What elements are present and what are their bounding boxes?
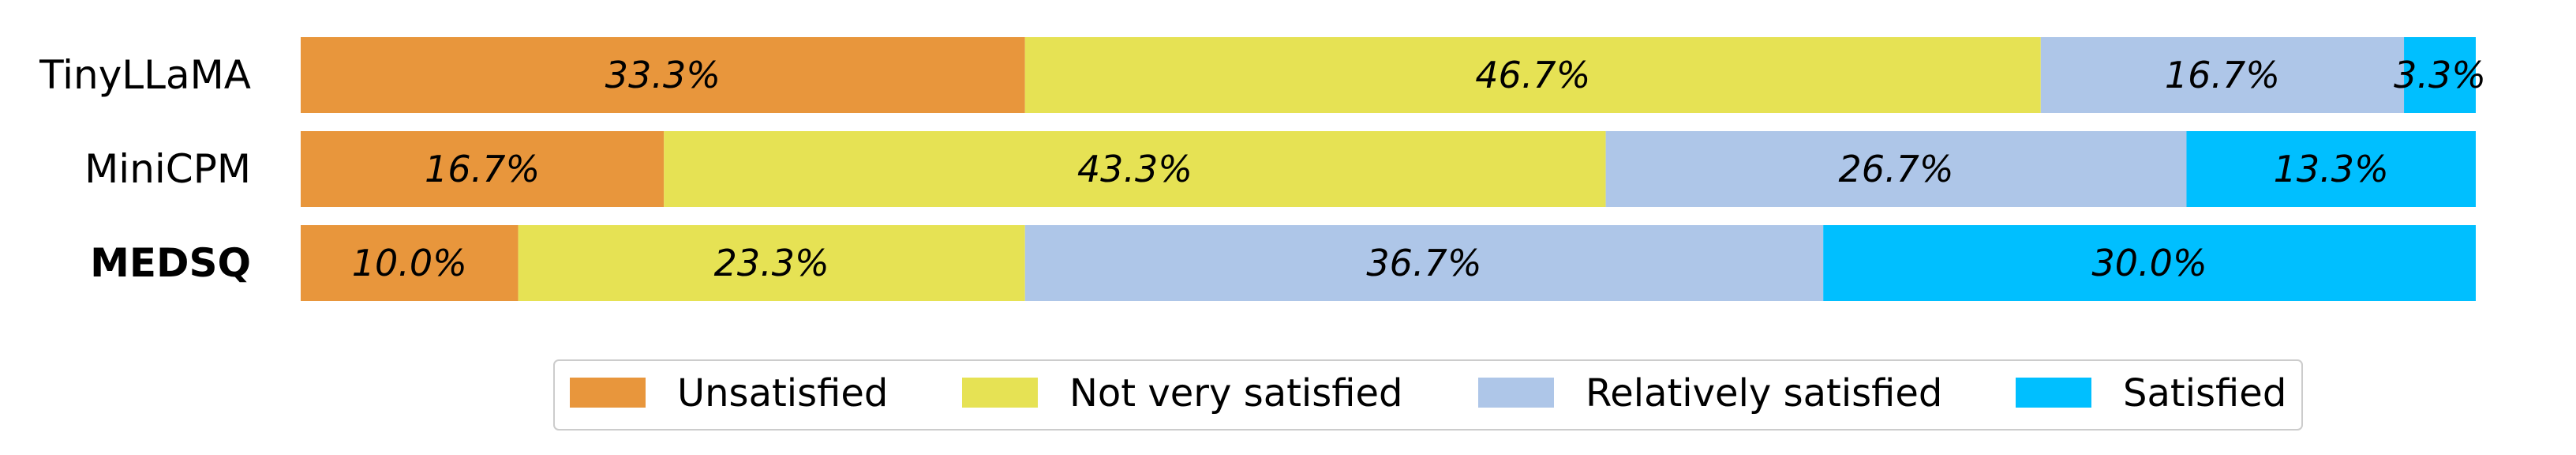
- category-label-minicpm: MiniCPM: [84, 146, 251, 192]
- bar-minicpm-not-very-satisfied: [664, 131, 1606, 207]
- bar-tinyllama-satisfied: [2404, 37, 2476, 113]
- legend-label-unsatisfied: Unsatisfied: [677, 371, 888, 416]
- legend-swatch-satisfied: [2016, 378, 2091, 408]
- data-label-minicpm-relatively-satisfied: 26.7%: [1838, 148, 1953, 190]
- legend: Unsatisfied Not very satisfied Relatively …: [553, 359, 2303, 431]
- bar-tinyllama-not-very-satisfied: [1024, 37, 2041, 113]
- legend-swatch-relatively-satisfied: [1478, 378, 1554, 408]
- bar-medsq-relatively-satisfied: [1024, 225, 1824, 301]
- bar-medsq-satisfied: [1823, 225, 2476, 301]
- data-label-minicpm-satisfied: 13.3%: [2274, 148, 2389, 190]
- category-label-medsq: MEDSQ: [90, 240, 251, 286]
- bar-medsq-not-very-satisfied: [518, 225, 1025, 301]
- legend-label-relatively-satisfied: Relatively satisfied: [1586, 371, 1942, 416]
- data-label-medsq-unsatisfied: 10.0%: [352, 242, 467, 284]
- legend-swatch-unsatisfied: [570, 378, 646, 408]
- legend-label-satisfied: Satisfied: [2123, 371, 2286, 416]
- data-label-tinyllama-not-very-satisfied: 46.7%: [1475, 54, 1590, 96]
- bar-minicpm-relatively-satisfied: [1605, 131, 2187, 207]
- data-label-tinyllama-satisfied: 3.3%: [2394, 54, 2486, 96]
- category-labels: TinyLLaMA MiniCPM MEDSQ: [39, 52, 251, 286]
- legend-label-not-very-satisfied: Not very satisfied: [1069, 371, 1403, 416]
- bar-tinyllama-relatively-satisfied: [2040, 37, 2405, 113]
- data-label-medsq-not-very-satisfied: 23.3%: [714, 242, 829, 284]
- legend-swatch-not-very-satisfied: [962, 378, 1038, 408]
- data-label-minicpm-unsatisfied: 16.7%: [425, 148, 540, 190]
- bar-tinyllama-unsatisfied: [301, 37, 1025, 113]
- data-label-medsq-satisfied: 30.0%: [2092, 242, 2207, 284]
- bar-medsq-unsatisfied: [301, 225, 519, 301]
- category-label-tinyllama: TinyLLaMA: [39, 52, 251, 98]
- bars-group: 33.3% 46.7% 16.7% 3.3% 16.7% 43.3% 26.7% 13.3% 1…: [301, 37, 2486, 301]
- bar-minicpm-satisfied: [2186, 131, 2476, 207]
- data-label-tinyllama-unsatisfied: 33.3%: [605, 54, 721, 96]
- data-label-tinyllama-relatively-satisfied: 16.7%: [2165, 54, 2280, 96]
- bar-minicpm-unsatisfied: [301, 131, 665, 207]
- data-label-medsq-relatively-satisfied: 36.7%: [1366, 242, 1481, 284]
- data-label-minicpm-not-very-satisfied: 43.3%: [1077, 148, 1193, 190]
